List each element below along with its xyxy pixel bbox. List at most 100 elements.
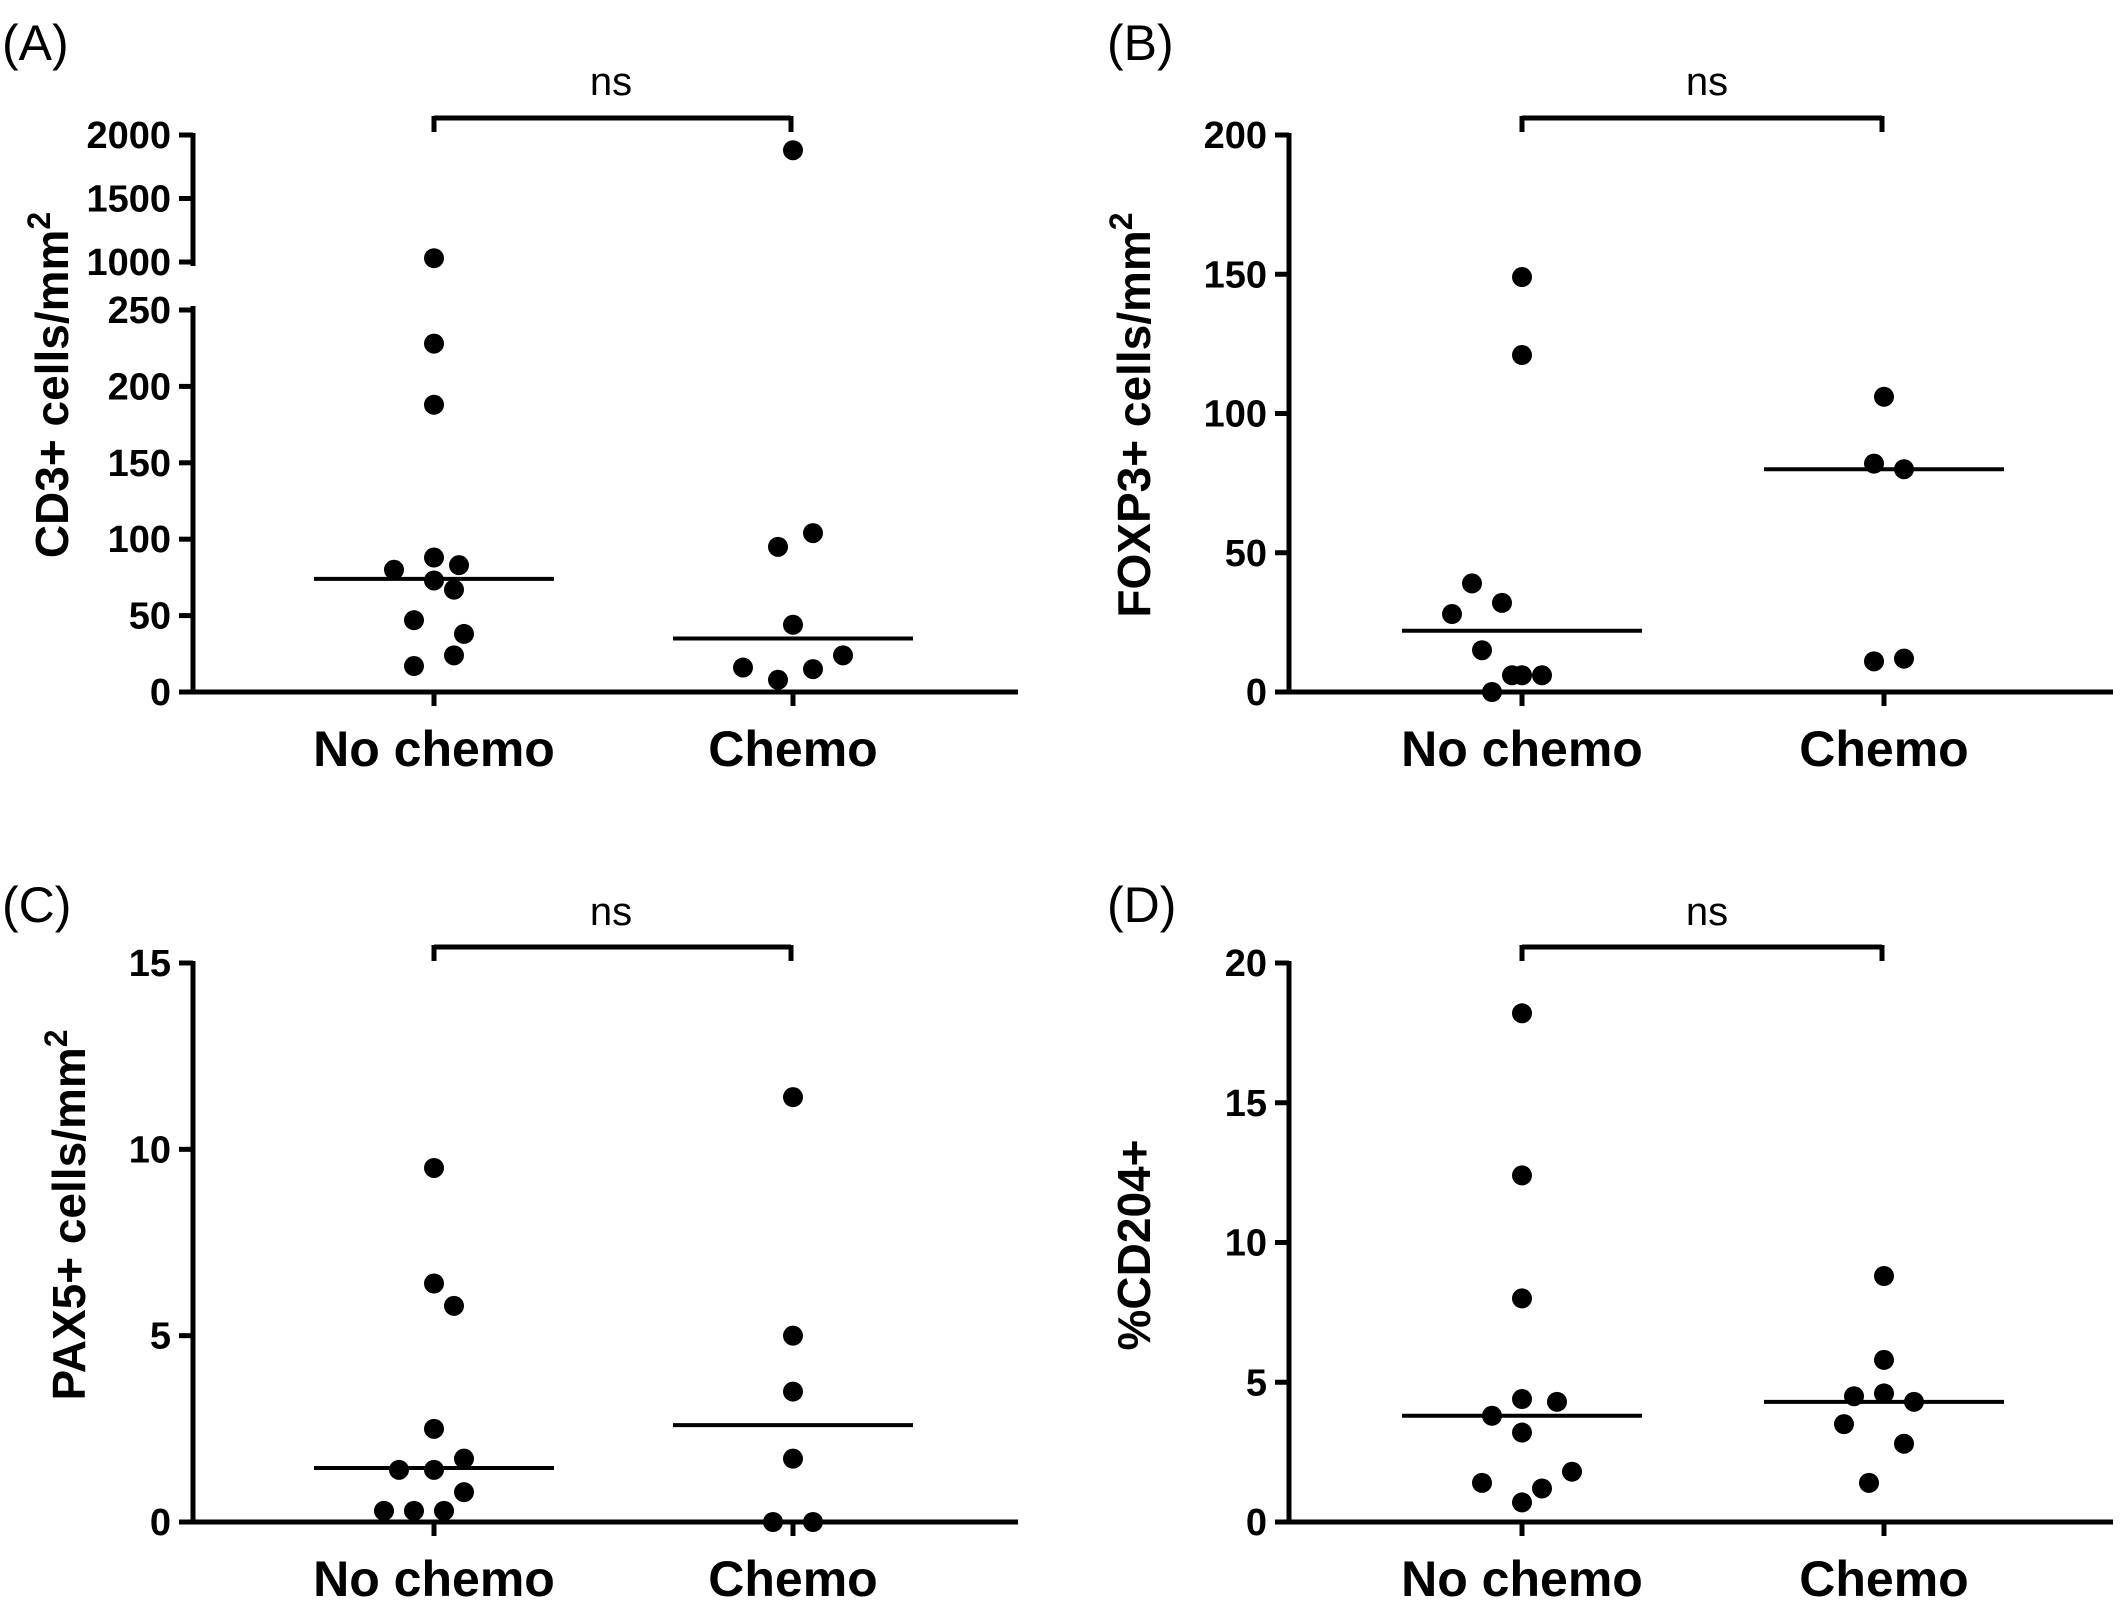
x-category-label: No chemo <box>313 1551 555 1607</box>
data-point <box>404 1500 424 1521</box>
y-tick-label: 10 <box>129 1129 171 1171</box>
data-point <box>434 1500 454 1521</box>
y-tick-label: 1000 <box>86 242 171 284</box>
significance-label: ns <box>1686 890 1728 934</box>
data-point <box>803 523 823 544</box>
data-point <box>424 333 444 354</box>
data-point <box>783 1087 803 1108</box>
panel-label: (B) <box>1107 15 1174 71</box>
y-tick-label: 200 <box>1204 115 1267 157</box>
y-tick-label: 1500 <box>86 179 171 221</box>
y-tick-label: 20 <box>1225 943 1267 985</box>
data-point <box>374 1500 394 1521</box>
data-point <box>1874 1383 1894 1404</box>
y-tick-label: 150 <box>108 443 171 485</box>
data-point <box>454 1448 474 1469</box>
data-point <box>783 140 803 161</box>
y-axis-title: %CD204+ <box>1108 1140 1160 1351</box>
data-point <box>1512 1389 1532 1410</box>
y-tick-label: 0 <box>150 672 171 714</box>
y-axis-title: CD3+ cells/mm2 <box>21 212 78 558</box>
data-point <box>454 1482 474 1503</box>
data-point <box>1512 1422 1532 1443</box>
data-point <box>1894 648 1914 669</box>
data-point <box>733 657 753 678</box>
data-point <box>1834 1414 1854 1435</box>
data-point <box>1492 592 1512 613</box>
data-point <box>404 610 424 631</box>
data-point <box>1472 1472 1492 1493</box>
data-point <box>424 547 444 568</box>
panel-c: (C) ns PAX5+ cells/mm2 0 5 10 15 No chemo Che… <box>2 877 1018 1607</box>
x-category-label: No chemo <box>313 721 555 777</box>
data-point <box>1512 345 1532 366</box>
data-point <box>444 1295 464 1316</box>
panel-d: (D) ns %CD204+ 0 5 10 15 20 No chemo Chemo <box>1107 877 2113 1607</box>
data-point <box>454 623 474 644</box>
y-tick-label: 15 <box>129 943 171 985</box>
y-tick-label: 200 <box>108 366 171 408</box>
y-tick-label: 10 <box>1225 1223 1267 1265</box>
x-category-label: Chemo <box>1799 1551 1968 1607</box>
data-point <box>1562 1461 1582 1482</box>
panel-a: (A) ns CD3+ cells/mm2 0 50 100 150 200 250 100… <box>2 15 1018 777</box>
y-tick-label: 0 <box>150 1502 171 1544</box>
y-tick-label: 2000 <box>86 115 171 157</box>
y-tick-label: 50 <box>1225 533 1267 575</box>
x-category-label: Chemo <box>1799 721 1968 777</box>
panel-label: (A) <box>2 15 69 71</box>
data-point <box>444 579 464 600</box>
significance-label: ns <box>590 60 632 104</box>
data-point <box>1532 665 1552 686</box>
data-point <box>803 1512 823 1532</box>
data-point <box>1864 651 1884 672</box>
data-point <box>1512 267 1532 288</box>
chart-plot: 0 50 100 150 200 No chemo Chemo <box>1204 115 2113 777</box>
data-point <box>449 555 469 576</box>
panel-b: (B) ns FOXP3+ cells/mm2 0 50 100 150 200 No c… <box>1103 15 2113 777</box>
y-tick-label: 250 <box>108 290 171 332</box>
y-tick-label: 0 <box>1246 1502 1267 1544</box>
y-axis-title: FOXP3+ cells/mm2 <box>1103 212 1160 617</box>
data-point <box>1442 604 1462 625</box>
data-point <box>783 1325 803 1346</box>
x-category-label: No chemo <box>1401 721 1643 777</box>
data-point <box>424 1273 444 1294</box>
data-point <box>1874 386 1894 407</box>
data-point <box>1462 573 1482 594</box>
data-point <box>768 669 788 690</box>
data-point <box>1874 1349 1894 1370</box>
data-point <box>1547 1391 1567 1412</box>
data-point <box>1512 1003 1532 1024</box>
data-point <box>1532 1478 1552 1499</box>
data-point <box>783 614 803 635</box>
y-tick-label: 50 <box>129 596 171 638</box>
data-point <box>1482 682 1502 702</box>
data-point <box>1874 1266 1894 1287</box>
data-point <box>404 656 424 677</box>
data-point <box>444 645 464 666</box>
significance-label: ns <box>1686 60 1728 104</box>
data-point <box>424 248 444 269</box>
panel-label: (C) <box>2 877 71 933</box>
y-axis-title: PAX5+ cells/mm2 <box>38 1029 95 1400</box>
x-category-label: No chemo <box>1401 1551 1643 1607</box>
y-tick-label: 0 <box>1246 672 1267 714</box>
y-tick-label: 15 <box>1225 1083 1267 1125</box>
data-point <box>1512 1165 1532 1186</box>
data-point <box>768 536 788 557</box>
data-point <box>1472 640 1492 661</box>
x-category-label: Chemo <box>708 721 877 777</box>
data-point <box>1512 1288 1532 1309</box>
data-point <box>384 559 404 580</box>
data-point <box>783 1381 803 1402</box>
y-tick-label: 150 <box>1204 254 1267 296</box>
significance-label: ns <box>590 890 632 934</box>
chart-plot: 0 5 10 15 No chemo Chemo <box>129 943 1018 1607</box>
data-point <box>424 1157 444 1178</box>
data-point <box>1512 665 1532 686</box>
data-point <box>803 659 823 680</box>
data-point <box>783 1448 803 1469</box>
chart-plot: 0 50 100 150 200 250 1000 1500 2000 No chemo Chemo <box>86 115 1018 777</box>
